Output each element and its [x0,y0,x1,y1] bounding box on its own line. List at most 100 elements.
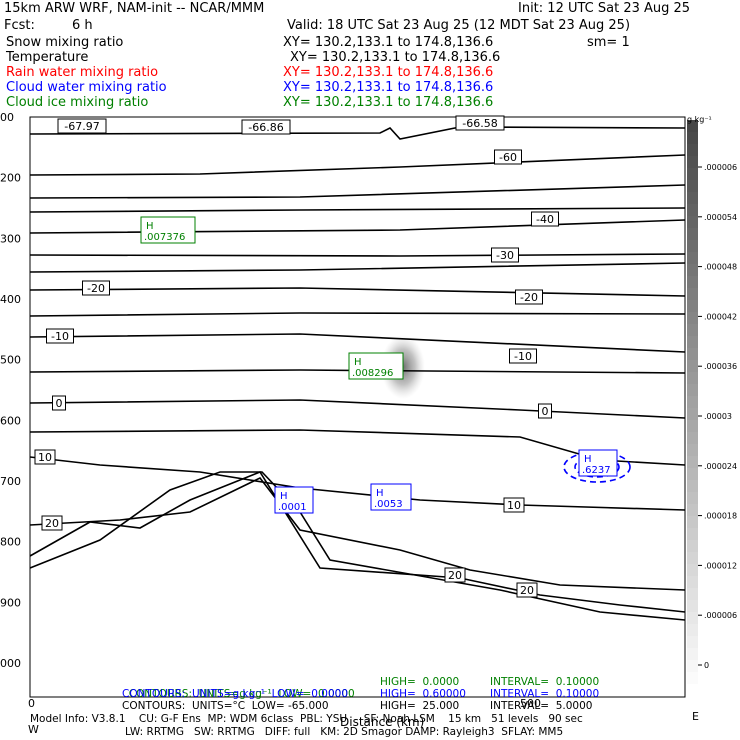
field-smoothing: sm= 1 [587,35,630,50]
colorbar-swatch [687,432,698,445]
contour-line [29,471,686,613]
contour-line [29,184,686,199]
y-tick-label: 200 [0,172,21,185]
contour-label-box [538,403,552,419]
colorbar-swatch [687,672,698,685]
colorbar-unit: g kg⁻¹ [687,115,712,124]
contour-line [29,369,686,374]
colorbar-swatch [687,444,698,457]
x-tick-0: 0 [28,697,35,710]
colorbar-swatch [687,612,698,625]
colorbar-swatch [687,504,698,517]
field-xy-cloud-ice: XY= 130.2,133.1 to 174.8,136.6 [283,95,494,110]
colorbar-swatch [687,468,698,481]
colorbar-swatch [687,288,698,301]
y-tick-label: 500 [0,354,21,367]
colorbar-swatch [687,132,698,145]
colorbar-label: .000036 [704,362,737,371]
contour-info-ice: CONTOURS: UNITS=g kg⁻¹ LOW= 0.0000 [122,676,355,700]
contour-line [29,287,686,297]
contour-label-box [82,280,110,296]
maximum-value: .0053 [374,499,403,510]
colorbar: .000006 .000054 .000048 .000042 .000036 .0000… [687,120,737,697]
colorbar-swatch [687,156,698,169]
colorbar-swatch [687,180,698,193]
colorbar-swatch [687,516,698,529]
colorbar-swatch [687,312,698,325]
x-tick-500: 500 [520,697,541,710]
colorbar-swatch [687,216,698,229]
colorbar-swatch [687,228,698,241]
colorbar-swatch [687,564,698,577]
colorbar-swatch [687,300,698,313]
colorbar-swatch [687,648,698,661]
colorbar-swatch [687,252,698,265]
field-name-temperature: Temperature [6,50,89,65]
model-title: 15km ARW WRF, NAM-init -- NCAR/MMM [4,1,265,16]
colorbar-swatch [687,276,698,289]
contour-label: -20 [520,291,538,304]
maximum-value: .0001 [278,502,307,513]
contour-line [29,262,686,273]
colorbar-label: .000012 [704,561,737,570]
colorbar-swatch [687,168,698,181]
contour-info-water-high: HIGH= 0.60000 [380,688,466,700]
field-xy-temperature: XY= 130.2,133.1 to 174.8,136.6 [290,50,501,65]
contour-info-water: CONTOURS: UNITS=g kg⁻¹ LOW= 0.0000 [122,688,349,700]
init-time: Init: 12 UTC Sat 23 Aug 25 [518,1,691,16]
maximum-value: .007376 [144,232,185,243]
contour-label: -10 [51,330,69,343]
y-axis-labels: 00 200 300 400 500 600 700 800 900 000 [0,111,21,670]
maximum-value: .008296 [352,368,393,379]
contour-label: -60 [499,151,517,164]
contour-label-box [494,149,522,165]
colorbar-swatch [687,492,698,505]
colorbar-swatch [687,396,698,409]
colorbar-swatch [687,240,698,253]
maximum-box [274,486,314,514]
contour-label: -66.86 [248,121,283,134]
cloud-water-contour [563,451,631,483]
colorbar-swatch [687,408,698,421]
contour-label: 0 [56,397,63,410]
contour-info-ice-interval: INTERVAL= 0.10000 [490,676,600,688]
contour-label-box [241,119,291,135]
cloud-water-contour [574,456,620,478]
contour-label: 20 [45,517,59,530]
model-info-line2: LW: RRTMG SW: RRTMG DIFF: full KM: 2D Sm… [125,726,564,738]
contour-line [29,476,686,591]
colorbar-label: .000024 [704,462,737,471]
colorbar-swatch [687,552,698,565]
colorbar-label: .000006 [704,163,737,172]
contour-line [29,253,686,257]
field-name-snow: Snow mixing ratio [6,35,124,50]
contour-label: 20 [448,569,462,582]
field-xy-snow: XY= 130.2,133.1 to 174.8,136.6 [283,35,494,50]
colorbar-swatch [687,624,698,637]
x-axis-label: Distance (km) [340,715,424,729]
contour-info-ice-high: HIGH= 0.0000 [380,676,460,688]
y-tick-label: 300 [0,232,21,245]
colorbar-swatch [687,192,698,205]
colorbar-label: .000054 [704,213,737,222]
contour-label: -10 [514,350,532,363]
model-info-line1: Model Info: V3.8.1 CU: G-F Ens MP: WDM 6… [30,713,583,725]
y-tick-label: 00 [0,111,14,124]
colorbar-swatch [687,456,698,469]
contour-label-box [444,567,466,583]
contour-line [29,219,686,234]
contour-info-water-interval: INTERVAL= 0.10000 [490,688,600,700]
colorbar-label: .000042 [704,312,737,321]
temperature-labels: -67.97 -66.86 -66.58 -60 -40 -30 -20 -20 -10 -10 0… [34,115,559,598]
contour-label-box [52,395,66,411]
maximum-box [140,216,196,244]
contour-label: 0 [542,405,549,418]
colorbar-label: .00003 [704,412,732,421]
contour-label-box [57,118,107,134]
contour-line [29,154,686,176]
colorbar-label: .000006 [704,611,737,620]
field-xy-rain: XY= 130.2,133.1 to 174.8,136.6 [283,65,494,80]
contour-info-temperature-interval: INTERVAL= 5.0000 [490,700,593,712]
